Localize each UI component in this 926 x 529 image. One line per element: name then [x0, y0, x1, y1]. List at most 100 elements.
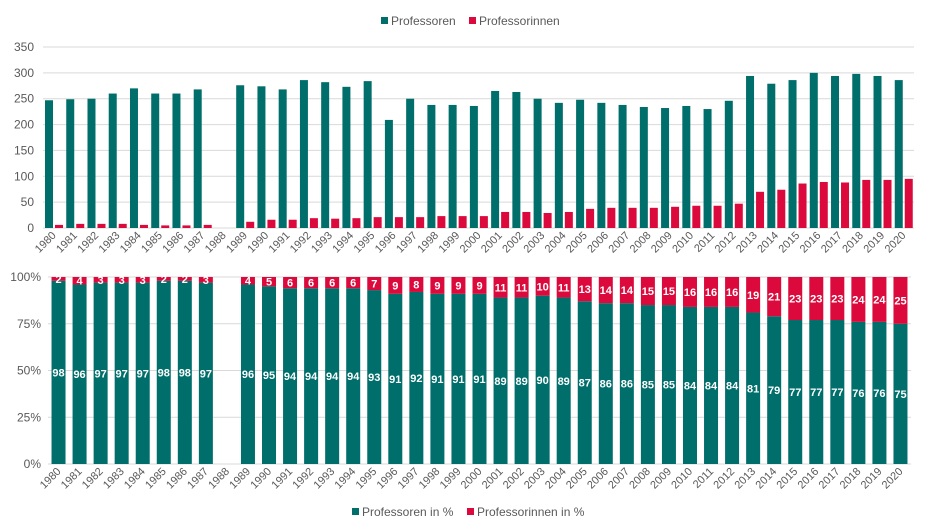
bottom-x-tick-label: 2012	[711, 466, 737, 492]
bar-professoren	[87, 98, 96, 228]
bar-professorinnen	[607, 207, 616, 228]
bar-professoren-pct	[746, 312, 761, 464]
bottom-x-tick-label: 2014	[754, 466, 780, 492]
bar-professoren-pct	[388, 293, 403, 464]
bar-professorinnen	[543, 213, 552, 228]
top-x-tick-label: 1998	[415, 230, 441, 256]
bottom-x-tick-label: 1980	[38, 466, 64, 492]
top-x-tick-label: 2006	[585, 230, 611, 256]
legend-label-professorinnen: Professorinnen	[479, 14, 560, 28]
data-label-professoren-pct: 92	[410, 373, 422, 385]
bar-professorinnen-pct	[556, 277, 571, 298]
bar-professoren	[894, 80, 903, 229]
top-x-tick-label: 1993	[309, 230, 335, 256]
data-label-professorinnen-pct: 15	[642, 286, 654, 298]
data-label-professorinnen-pct: 6	[308, 278, 314, 290]
data-label-professorinnen-pct: 11	[495, 282, 507, 294]
bar-professorinnen-pct	[409, 277, 424, 292]
bar-professoren	[852, 73, 861, 229]
bar-professoren-pct	[725, 306, 740, 464]
bottom-x-tick-label: 2007	[606, 466, 632, 492]
bar-professorinnen-pct	[240, 277, 255, 285]
bar-professorinnen-pct	[135, 277, 150, 283]
top-x-tick-label: 2005	[564, 230, 590, 256]
top-x-tick-label: 2002	[500, 230, 526, 256]
bar-professorinnen-pct	[472, 277, 487, 294]
bar-professoren-pct	[640, 305, 655, 464]
bar-professorinnen-pct	[767, 277, 782, 317]
data-label-professoren-pct: 76	[852, 388, 864, 400]
top-x-tick-label: 2014	[755, 230, 781, 256]
top-gridlines	[43, 46, 914, 229]
bar-professoren	[831, 75, 840, 229]
bottom-y-tick-label: 0%	[24, 457, 42, 471]
bar-professorinnen	[628, 207, 637, 228]
bar-professorinnen-pct	[177, 277, 192, 281]
data-label-professoren-pct: 87	[579, 378, 591, 390]
bar-professoren	[682, 105, 691, 228]
data-label-professoren-pct: 91	[389, 374, 401, 386]
bottom-x-tick-label: 1999	[438, 466, 464, 492]
bar-professoren-pct	[598, 303, 613, 464]
data-label-professorinnen-pct: 6	[287, 278, 293, 290]
data-label-professoren-pct: 85	[642, 380, 654, 392]
bar-professoren	[491, 90, 500, 228]
data-label-professoren-pct: 94	[326, 371, 339, 383]
data-label-professoren-pct: 91	[452, 374, 464, 386]
bottom-x-tick-label: 1992	[290, 466, 316, 492]
bar-professoren-pct	[704, 306, 719, 464]
bottom-x-tick-label: 2001	[480, 466, 506, 492]
bar-professoren	[129, 88, 138, 228]
data-label-professoren-pct: 77	[810, 387, 822, 399]
bar-professoren-pct	[198, 282, 213, 464]
legend-label-professoren-pct: Professoren in %	[362, 505, 454, 519]
data-label-professoren-pct: 86	[621, 379, 633, 391]
bar-professoren	[406, 98, 415, 228]
top-y-tick-label: 50	[21, 195, 35, 209]
data-label-professorinnen-pct: 23	[789, 294, 801, 306]
top-x-tick-label: 1980	[33, 230, 59, 256]
bar-professorinnen	[182, 225, 191, 228]
bar-professorinnen	[777, 189, 786, 228]
bar-professorinnen-pct	[262, 277, 277, 287]
bar-professoren	[66, 99, 75, 228]
bottom-x-tick-label: 1991	[269, 466, 295, 492]
bottom-data-labels: 9829649739739739829829739649559469469469…	[52, 274, 906, 401]
bar-professorinnen-pct	[851, 277, 866, 322]
data-label-professoren-pct: 76	[873, 388, 885, 400]
data-label-professoren-pct: 94	[305, 371, 318, 383]
top-x-tick-label: 2003	[522, 230, 548, 256]
top-x-tick-label: 1994	[330, 230, 356, 256]
bar-professorinnen-pct	[704, 277, 719, 307]
bottom-x-tick-label: 2020	[880, 466, 906, 492]
legend-swatch-professorinnen-pct	[467, 508, 474, 515]
bar-professoren-pct	[177, 280, 192, 464]
top-x-tick-label: 1990	[245, 230, 271, 256]
bar-professoren	[278, 89, 287, 228]
bar-professorinnen	[288, 219, 297, 228]
bar-professoren-pct	[493, 297, 508, 464]
top-x-tick-label: 1986	[160, 230, 186, 256]
bar-professorinnen-pct	[156, 277, 171, 281]
data-label-professoren-pct: 81	[747, 383, 759, 395]
bar-professorinnen-pct	[598, 277, 613, 304]
data-label-professoren-pct: 79	[768, 385, 780, 397]
bottom-bars	[51, 277, 908, 464]
bar-professorinnen-pct	[514, 277, 529, 298]
bar-professorinnen	[394, 217, 403, 228]
bar-professorinnen	[309, 218, 318, 228]
data-label-professorinnen-pct: 25	[894, 295, 906, 307]
top-y-tick-label: 350	[14, 40, 34, 54]
data-label-professorinnen-pct: 2	[55, 274, 61, 286]
bar-professoren	[767, 83, 776, 229]
bar-professoren-pct	[556, 297, 571, 464]
bar-professorinnen	[55, 224, 63, 228]
bar-professoren-pct	[451, 293, 466, 464]
data-label-professorinnen-pct: 2	[161, 274, 167, 286]
bar-professorinnen	[883, 179, 892, 228]
data-label-professorinnen-pct: 9	[434, 280, 440, 292]
top-x-tick-label: 2016	[798, 230, 824, 256]
top-x-tick-label: 2015	[776, 230, 802, 256]
top-x-tick-label: 2013	[734, 230, 760, 256]
top-x-tick-label: 2011	[692, 230, 717, 255]
